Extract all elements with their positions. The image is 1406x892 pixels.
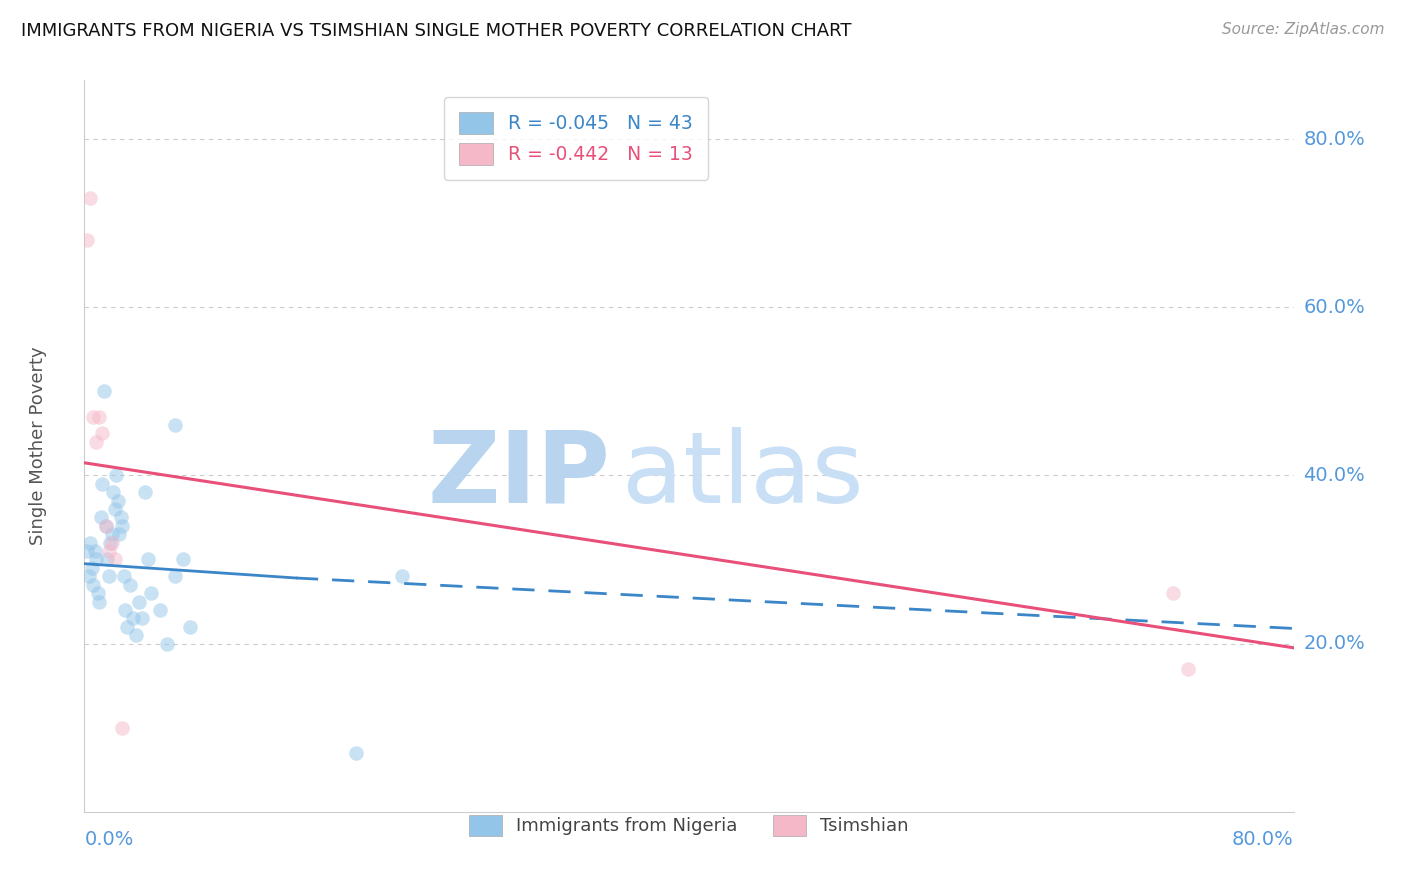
Point bbox=[391, 569, 413, 583]
Point bbox=[84, 544, 107, 558]
Text: 80.0%: 80.0% bbox=[1303, 129, 1365, 149]
Text: atlas: atlas bbox=[623, 426, 865, 524]
Point bbox=[86, 552, 108, 566]
Point bbox=[104, 552, 127, 566]
Point bbox=[125, 628, 148, 642]
Point bbox=[1161, 586, 1184, 600]
Point bbox=[76, 233, 98, 247]
Point bbox=[104, 502, 127, 516]
Point bbox=[128, 594, 150, 608]
Point bbox=[346, 746, 368, 760]
Point bbox=[136, 552, 159, 566]
Point bbox=[131, 611, 153, 625]
Legend: Immigrants from Nigeria, Tsimshian: Immigrants from Nigeria, Tsimshian bbox=[461, 807, 917, 843]
Point bbox=[105, 468, 128, 483]
Text: 0.0%: 0.0% bbox=[84, 830, 134, 849]
Point bbox=[110, 510, 132, 524]
Point bbox=[101, 485, 124, 500]
Text: Source: ZipAtlas.com: Source: ZipAtlas.com bbox=[1222, 22, 1385, 37]
Point bbox=[79, 535, 101, 549]
Point bbox=[179, 620, 201, 634]
Point bbox=[112, 569, 135, 583]
Point bbox=[108, 527, 131, 541]
Point bbox=[91, 476, 114, 491]
Text: Single Mother Poverty: Single Mother Poverty bbox=[30, 347, 48, 545]
Point bbox=[87, 586, 110, 600]
Point bbox=[79, 191, 101, 205]
Point bbox=[165, 417, 187, 432]
Point bbox=[118, 578, 141, 592]
Point bbox=[100, 527, 122, 541]
Point bbox=[172, 552, 194, 566]
Point bbox=[165, 569, 187, 583]
Point bbox=[93, 384, 115, 399]
Point bbox=[86, 434, 108, 449]
Point bbox=[89, 409, 111, 424]
Point bbox=[114, 603, 136, 617]
Text: ZIP: ZIP bbox=[427, 426, 610, 524]
Point bbox=[97, 569, 120, 583]
Text: 40.0%: 40.0% bbox=[1303, 466, 1365, 485]
Point bbox=[80, 561, 103, 575]
Point bbox=[149, 603, 172, 617]
Point bbox=[98, 535, 121, 549]
Point bbox=[89, 594, 111, 608]
Text: IMMIGRANTS FROM NIGERIA VS TSIMSHIAN SINGLE MOTHER POVERTY CORRELATION CHART: IMMIGRANTS FROM NIGERIA VS TSIMSHIAN SIN… bbox=[21, 22, 852, 40]
Point bbox=[97, 544, 120, 558]
Point bbox=[100, 535, 122, 549]
Point bbox=[82, 409, 104, 424]
Point bbox=[115, 620, 138, 634]
Point bbox=[1177, 662, 1199, 676]
Text: 80.0%: 80.0% bbox=[1232, 830, 1294, 849]
Point bbox=[139, 586, 162, 600]
Point bbox=[96, 552, 118, 566]
Point bbox=[94, 519, 117, 533]
Point bbox=[111, 519, 134, 533]
Point bbox=[77, 569, 100, 583]
Point bbox=[107, 493, 129, 508]
Point bbox=[156, 636, 179, 650]
Point bbox=[111, 721, 134, 735]
Text: 20.0%: 20.0% bbox=[1303, 634, 1365, 653]
Point bbox=[94, 519, 117, 533]
Point bbox=[121, 611, 143, 625]
Text: 60.0%: 60.0% bbox=[1303, 298, 1365, 317]
Point bbox=[90, 510, 112, 524]
Point bbox=[134, 485, 156, 500]
Point bbox=[82, 578, 104, 592]
Point bbox=[91, 426, 114, 441]
Point bbox=[76, 544, 98, 558]
